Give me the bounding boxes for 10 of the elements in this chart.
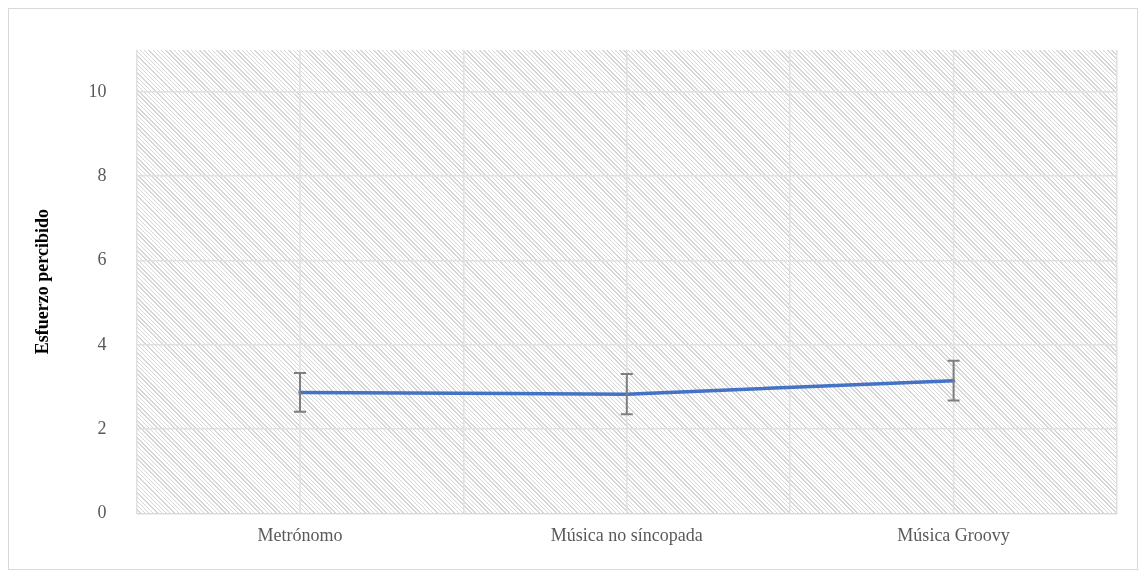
y-tick-label: 0	[97, 502, 107, 523]
y-tick-label: 10	[88, 80, 107, 101]
y-tick-label: 6	[97, 249, 107, 270]
x-tick-label: Música no síncopada	[550, 524, 703, 545]
y-axis-title: Esfuerzo percibido	[32, 209, 53, 355]
x-tick-label: Música Groovy	[897, 524, 1010, 545]
x-tick-label: Metrónomo	[257, 524, 343, 545]
y-tick-label: 2	[97, 417, 107, 438]
y-tick-label: 4	[97, 333, 107, 354]
y-tick-label: 8	[97, 164, 107, 185]
